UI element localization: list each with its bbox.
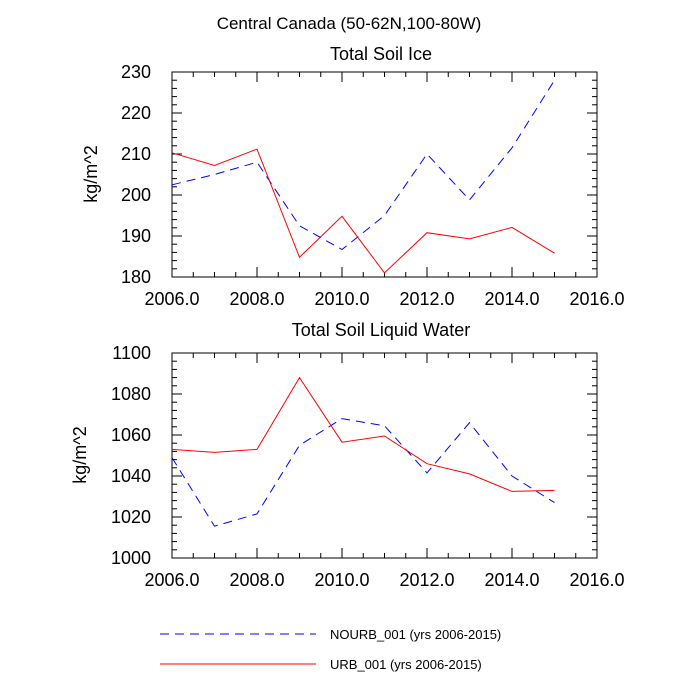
soil-ice-y-axis-label: kg/m^2 [81,145,101,202]
legend: NOURB_001 (yrs 2006-2015) URB_001 (yrs 2… [160,627,501,672]
soil-liquid-water-x-tick-label: 2006.0 [144,570,199,590]
soil-liquid-water-x-tick-label: 2014.0 [484,570,539,590]
soil-ice-chart-title: Total Soil Ice [330,44,432,64]
soil-liquid-water-y-axis-label: kg/m^2 [70,426,90,483]
soil-ice-y-tick-label: 190 [121,226,151,246]
soil-ice-series-urb-line [171,148,555,274]
soil-liquid-water-x-tick-label: 2010.0 [314,570,369,590]
soil-liquid-water-chart: Total Soil Liquid Water kg/m^2 2006.0 200… [70,320,625,590]
soil-ice-x-tick-label: 2014.0 [484,289,539,309]
soil-liquid-water-series-urb-line [171,376,555,492]
soil-liquid-water-y-tick-label: 1000 [111,548,151,568]
soil-liquid-water-y-tick-label: 1020 [111,507,151,527]
soil-liquid-water-y-tick-label: 1060 [111,425,151,445]
soil-ice-y-tick-label: 220 [121,103,151,123]
soil-ice-x-tick-label: 2010.0 [314,289,369,309]
soil-ice-chart: Total Soil Ice kg/m^2 2006.0 2008.0 2010.0… [81,44,625,309]
soil-liquid-water-y-tick-label: 1100 [112,343,151,363]
soil-ice-series-nourb-line [171,79,555,251]
soil-ice-x-tick-label: 2012.0 [399,289,454,309]
soil-liquid-water-x-tick-label: 2012.0 [399,570,454,590]
legend-urb-label: URB_001 (yrs 2006-2015) [330,657,482,672]
soil-ice-plot-frame [171,71,598,278]
soil-liquid-water-series-nourb-line [171,418,555,527]
soil-liquid-water-plot-frame [171,352,598,559]
soil-ice-x-tick-label: 2006.0 [144,289,199,309]
soil-liquid-water-x-tick-label: 2008.0 [229,570,284,590]
figure-title: Central Canada (50-62N,100-80W) [217,14,482,33]
soil-ice-y-tick-label: 210 [121,144,151,164]
soil-liquid-water-chart-title: Total Soil Liquid Water [292,320,470,340]
soil-ice-y-tick-label: 180 [121,267,151,287]
soil-ice-y-tick-label: 230 [121,62,151,82]
soil-ice-x-tick-label: 2016.0 [569,289,624,309]
legend-nourb-label: NOURB_001 (yrs 2006-2015) [330,627,501,642]
soil-ice-x-tick-label: 2008.0 [229,289,284,309]
soil-liquid-water-x-tick-label: 2016.0 [569,570,624,590]
soil-liquid-water-y-tick-label: 1080 [111,384,151,404]
soil-ice-y-tick-label: 200 [121,185,151,205]
soil-liquid-water-y-tick-label: 1040 [111,466,151,486]
